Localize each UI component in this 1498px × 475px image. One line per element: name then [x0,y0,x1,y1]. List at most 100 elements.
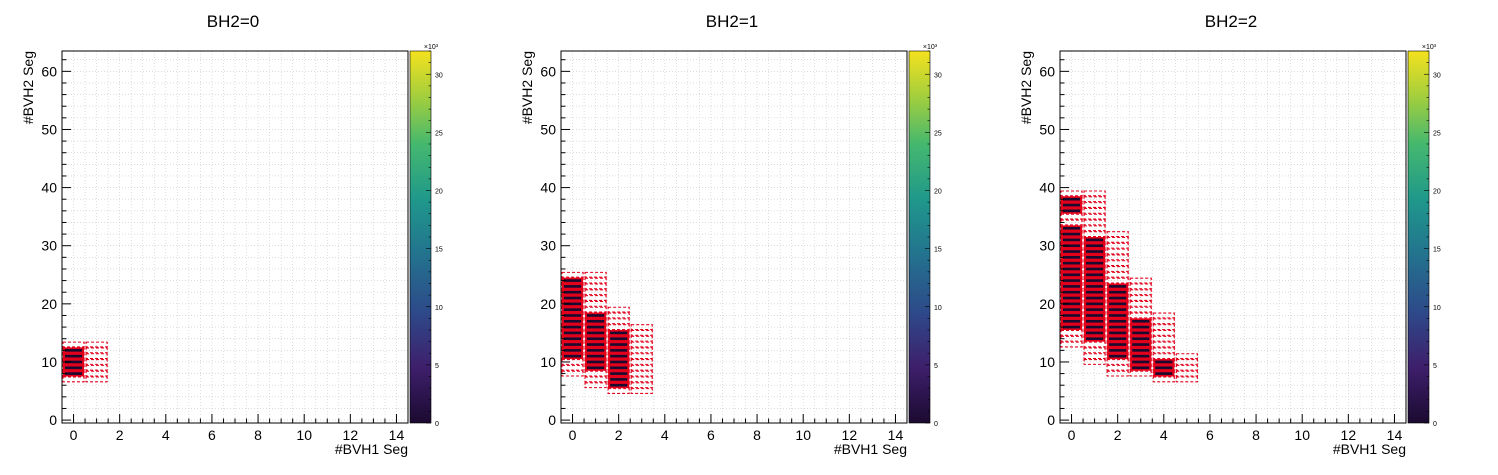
region-bin [584,306,607,313]
region-bin [630,329,653,336]
region-bin [1060,219,1083,226]
region-bin [1083,207,1106,214]
y-tick-label: 50 [540,121,556,137]
y-axis-label: #BVH2 Seg [1018,51,1034,124]
y-tick-label: 0 [1047,412,1055,428]
cell-bin [1063,250,1081,253]
cell-bin [564,349,582,352]
cell-bin [564,296,582,300]
x-tick-label: 2 [1114,427,1122,443]
y-axis-ticks [1060,59,1069,421]
region-bin [1152,329,1175,336]
colorbar-tick-label: 25 [934,130,942,137]
cell-bin [587,325,605,329]
region-bin [561,359,584,365]
region-bin [1083,359,1106,365]
region-bin [1152,335,1175,342]
region-bin [607,312,630,319]
cell-bin [1086,256,1104,259]
x-axis-ticks [1071,414,1395,423]
region-bin [85,370,108,377]
region-bin [561,370,584,377]
x-tick-label: 12 [842,427,858,443]
grid [1060,51,1406,423]
region-bin [584,271,607,278]
y-tick-label: 50 [41,121,57,137]
region-bin [630,376,653,383]
y-axis-label: #BVH2 Seg [519,51,535,124]
cell-bin [1086,302,1104,306]
filled-cells [1061,196,1175,377]
region-bin [1060,341,1083,348]
colorbar: 0 5 10 15 20 25 30 ×10³ [1407,44,1441,428]
y-axis-label: #BVH2 Seg [20,51,36,124]
region-bin [630,359,653,365]
x-tick-label: 12 [1341,427,1357,443]
region-bin [1129,283,1152,290]
grid [62,51,408,423]
cell-bin [65,372,83,375]
cell-bin [1063,267,1081,271]
colorbar-gradient [1408,51,1429,423]
y-tick-label: 40 [1039,180,1055,196]
cell-bin [1063,290,1081,294]
cell-bin [1086,267,1104,271]
region-bin [1083,341,1106,348]
x-tick-label: 6 [707,427,715,443]
cell-bin [1063,261,1081,265]
y-tick-label: 30 [41,238,57,254]
region-bin [584,370,607,377]
region-bin [584,283,607,290]
x-axis-ticks [73,414,397,423]
cell-bin [610,372,628,375]
x-tick-label: 6 [208,427,216,443]
cell-bin [1109,349,1127,352]
region-bin [1083,196,1106,203]
cell-bin [1109,285,1127,288]
cell-bin [610,366,628,370]
region-bin [1106,260,1129,267]
cell-bin [1086,244,1104,248]
cell-bin [1109,296,1127,300]
colorbar-tick-label: 15 [1433,247,1441,254]
region-bin [85,376,108,383]
y-tick-label: 50 [1039,121,1055,137]
region-bin [630,341,653,348]
region-bin [85,353,108,360]
cell-bin [564,314,582,317]
x-tick-label: 4 [1160,427,1168,443]
y-tick-label: 20 [41,296,57,312]
cell-bin [1109,337,1127,341]
region-bin [1152,353,1175,360]
cell-bin [610,354,628,358]
colorbar-gradient [909,51,930,423]
region-bin [1175,370,1198,377]
y-tick-label: 40 [41,180,57,196]
x-tick-label: 4 [661,427,669,443]
region-bin [607,306,630,313]
y-tick-label: 60 [540,63,556,79]
cell-bin [610,343,628,346]
colorbar-tick-label: 5 [934,363,938,370]
region-bin [1060,213,1083,220]
region-bin [1083,219,1106,226]
cell-bin [564,343,582,346]
cell-bin [1086,290,1104,294]
cell-bin [1086,325,1104,329]
region-bin [1129,289,1152,296]
cell-bin [564,331,582,335]
cell-bin [1086,331,1104,335]
cell-bin [1109,308,1127,311]
cell-bin [564,354,582,358]
y-tick-label: 60 [1039,63,1055,79]
colorbar-tick-label: 30 [1433,72,1441,79]
colorbar-tick-label: 5 [1433,363,1437,370]
cell-bin [1109,325,1127,329]
region-bin [1083,213,1106,220]
cell-bin [1086,319,1104,323]
cell-bin [1063,209,1081,213]
cell-bin [1086,250,1104,253]
cell-bin [587,366,605,370]
cell-bin [1132,366,1150,370]
colorbar-gradient [410,51,431,423]
